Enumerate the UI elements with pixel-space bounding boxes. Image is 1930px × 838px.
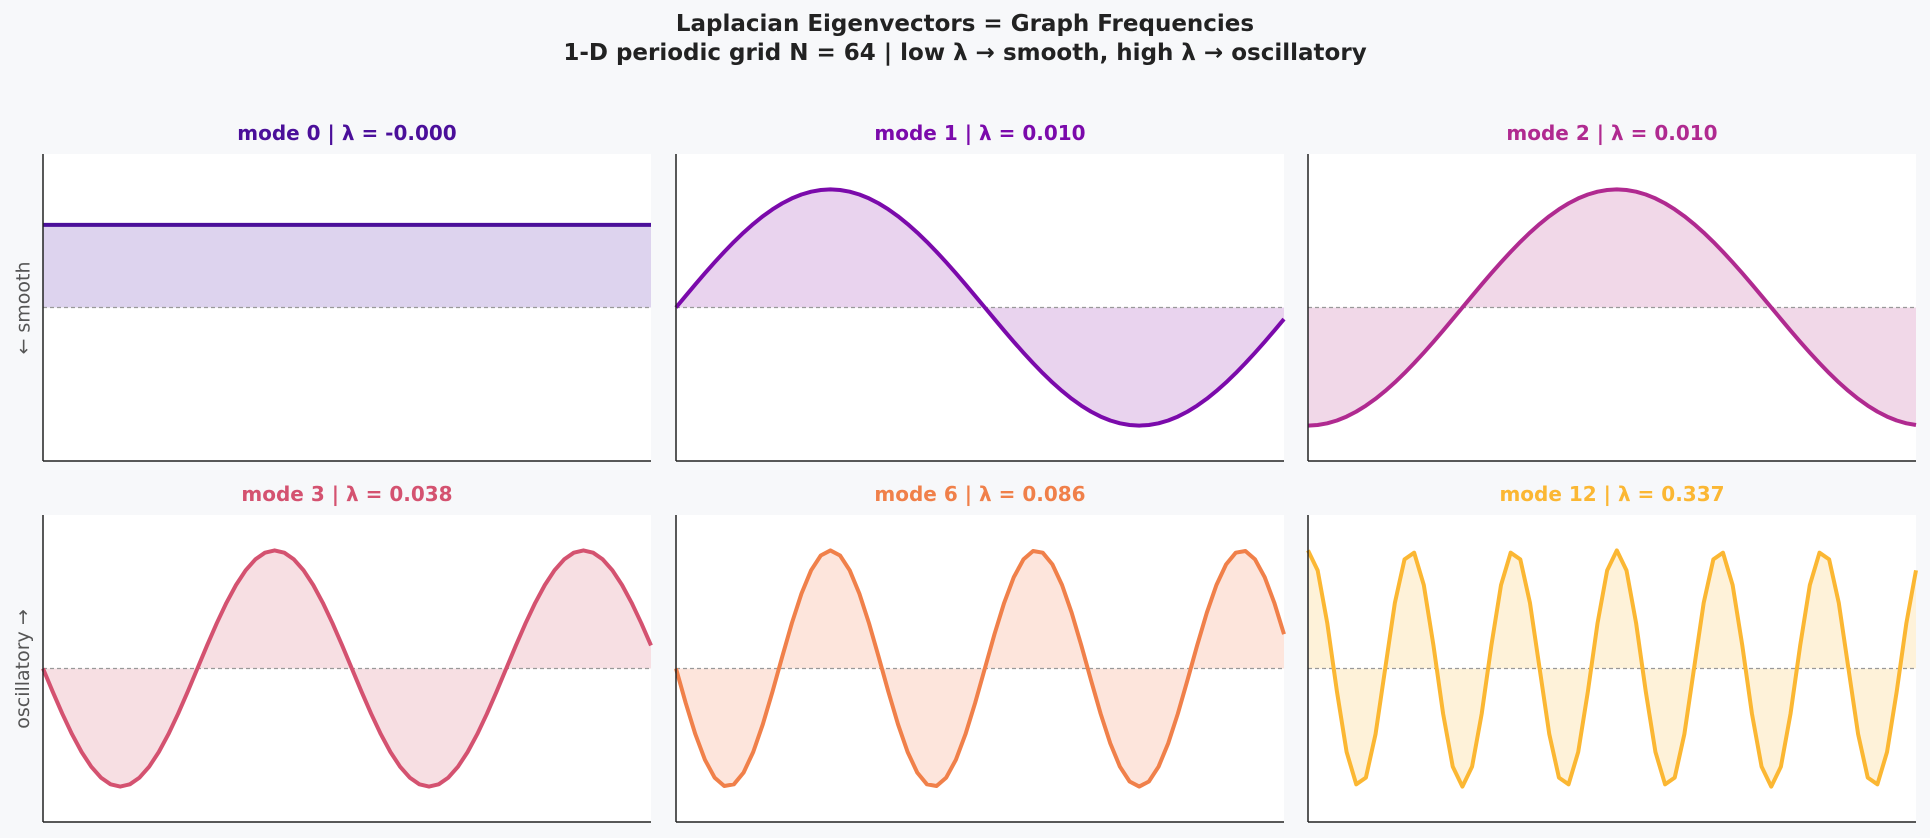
panel-title-mode-2: mode 2 | λ = 0.010: [1506, 121, 1718, 145]
panel-title-mode-0: mode 0 | λ = -0.000: [237, 121, 457, 145]
panel-title-mode-3: mode 3 | λ = 0.038: [241, 482, 453, 506]
panel-mode-1: [674, 154, 1286, 462]
panel-mode-6: [674, 515, 1286, 823]
panel-title-mode-6: mode 6 | λ = 0.086: [874, 482, 1086, 506]
eigenvector-line: [1307, 187, 1917, 428]
eigenvector-line: [41, 548, 653, 789]
panel-mode-3: [41, 515, 653, 823]
panel-title-mode-12: mode 12 | λ = 0.337: [1499, 482, 1725, 506]
figure-title: Laplacian Eigenvectors = Graph Frequenci…: [675, 11, 1255, 37]
figure-subtitle: 1-D periodic grid N = 64 | low λ → smoot…: [563, 40, 1367, 66]
panel-mode-12: [1306, 515, 1918, 823]
eigenvector-line: [674, 187, 1286, 428]
eigenvector-line: [1306, 548, 1918, 789]
panel-title-mode-1: mode 1 | λ = 0.010: [874, 121, 1086, 145]
area-fill: [43, 224, 651, 308]
eigenvector-line: [674, 548, 1286, 789]
panel-mode-0: [42, 154, 651, 462]
panel-mode-2: [1307, 154, 1917, 462]
